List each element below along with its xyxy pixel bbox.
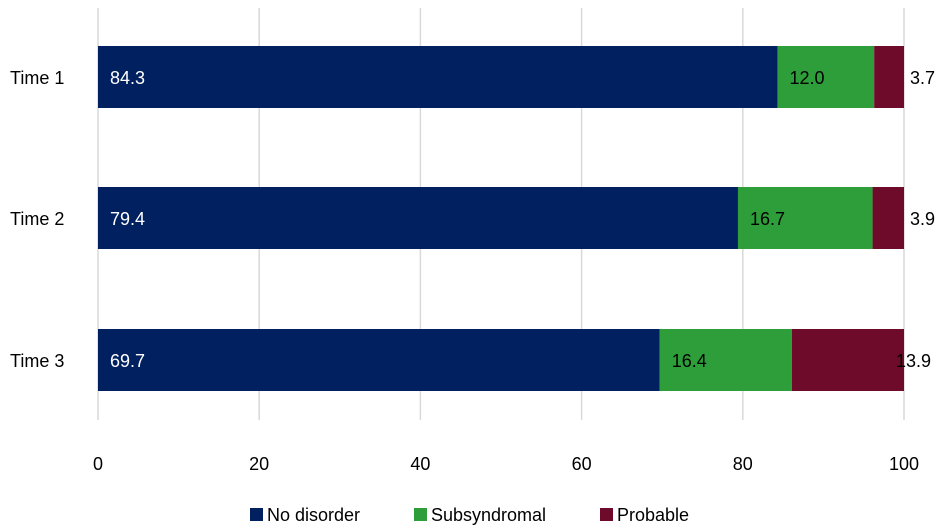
data-label: 69.7 (110, 351, 145, 371)
category-label: Time 1 (10, 68, 64, 88)
legend-label: No disorder (267, 505, 360, 525)
category-labels: Time 1 Time 2 Time 3 (10, 68, 64, 371)
data-label: 79.4 (110, 209, 145, 229)
bar-no-disorder-time-3 (98, 329, 660, 391)
bar-probable-time-2 (872, 187, 904, 249)
bar-subsyndromal-time-2 (737, 187, 873, 249)
data-label: 3.9 (910, 209, 935, 229)
legend-swatch (414, 508, 427, 521)
x-tick-label: 100 (889, 454, 919, 474)
bars (98, 46, 904, 391)
legend: No disorder Subsyndromal Probable (250, 505, 689, 525)
data-label: 16.4 (672, 351, 707, 371)
bar-no-disorder-time-2 (98, 187, 738, 249)
data-label: 12.0 (789, 68, 824, 88)
bar-subsyndromal-time-3 (659, 329, 792, 391)
x-tick-label: 40 (410, 454, 430, 474)
x-tick-label: 0 (93, 454, 103, 474)
legend-label: Subsyndromal (431, 505, 546, 525)
category-label: Time 3 (10, 351, 64, 371)
x-tick-labels: 0 20 40 60 80 100 (93, 454, 919, 474)
data-label: 13.9 (896, 351, 931, 371)
legend-label: Probable (617, 505, 689, 525)
x-tick-label: 60 (572, 454, 592, 474)
data-labels: 84.3 12.0 3.7 79.4 16.7 3.9 69.7 16.4 13.9 (110, 68, 935, 371)
legend-swatch (250, 508, 263, 521)
data-label: 84.3 (110, 68, 145, 88)
bar-probable-time-3 (791, 329, 904, 391)
x-tick-label: 80 (733, 454, 753, 474)
bar-probable-time-1 (874, 46, 904, 108)
legend-swatch (600, 508, 613, 521)
bar-no-disorder-time-1 (98, 46, 778, 108)
x-tick-label: 20 (249, 454, 269, 474)
data-label: 3.7 (910, 68, 935, 88)
data-label: 16.7 (750, 209, 785, 229)
bar-subsyndromal-time-1 (777, 46, 875, 108)
category-label: Time 2 (10, 209, 64, 229)
